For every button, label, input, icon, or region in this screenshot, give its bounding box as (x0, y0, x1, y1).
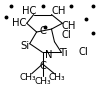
Text: Cl: Cl (62, 30, 72, 40)
Text: CH₃: CH₃ (20, 73, 37, 82)
Text: C: C (39, 61, 46, 71)
Text: CH: CH (52, 6, 66, 16)
Text: Cl: Cl (78, 47, 88, 57)
Text: Si: Si (21, 41, 30, 51)
Text: HC: HC (12, 18, 26, 28)
Text: CH₃: CH₃ (34, 78, 51, 86)
Text: Ti: Ti (59, 48, 68, 58)
Text: CH₃: CH₃ (49, 73, 65, 82)
Text: HC: HC (22, 6, 36, 16)
Text: N: N (45, 50, 52, 60)
Text: C: C (40, 26, 47, 36)
Text: CH: CH (62, 21, 76, 31)
